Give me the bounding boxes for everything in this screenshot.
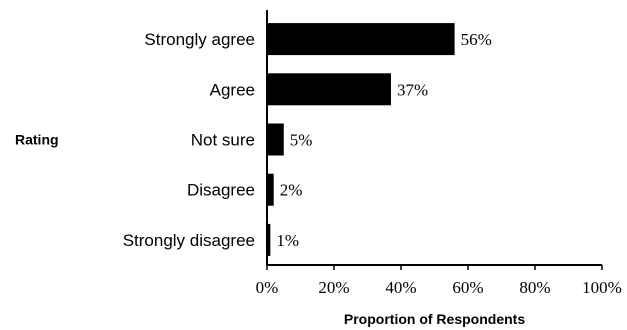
x-tick-label: 40% [385,278,416,297]
bar [267,23,455,56]
y-axis-title: Rating [15,132,59,148]
category-label: Strongly agree [144,30,255,49]
bar [267,123,284,156]
x-tick-label: 0% [256,278,279,297]
x-tick-label: 20% [318,278,349,297]
bar [267,223,271,256]
x-tick-label: 60% [452,278,483,297]
category-label: Strongly disagree [123,231,255,250]
x-tick-label: 80% [519,278,550,297]
data-label: 2% [280,181,303,200]
data-label: 5% [290,131,313,150]
data-label: 1% [276,231,299,250]
category-label: Not sure [191,131,255,150]
data-labels: 56% 37% 5% 2% 1% [276,30,491,250]
x-tick-label: 100% [582,278,622,297]
bars [267,23,455,256]
data-label: 37% [397,80,428,99]
data-label: 56% [461,30,492,49]
x-axis-title: Proportion of Respondents [344,311,525,327]
bar [267,73,391,106]
category-label: Disagree [187,181,255,200]
x-ticks [266,265,603,270]
bar [267,173,274,206]
category-label: Agree [210,80,255,99]
x-tick-labels: 0% 20% 40% 60% 80% 100% [256,278,622,297]
category-labels: Strongly agree Agree Not sure Disagree Stron… [123,30,255,250]
